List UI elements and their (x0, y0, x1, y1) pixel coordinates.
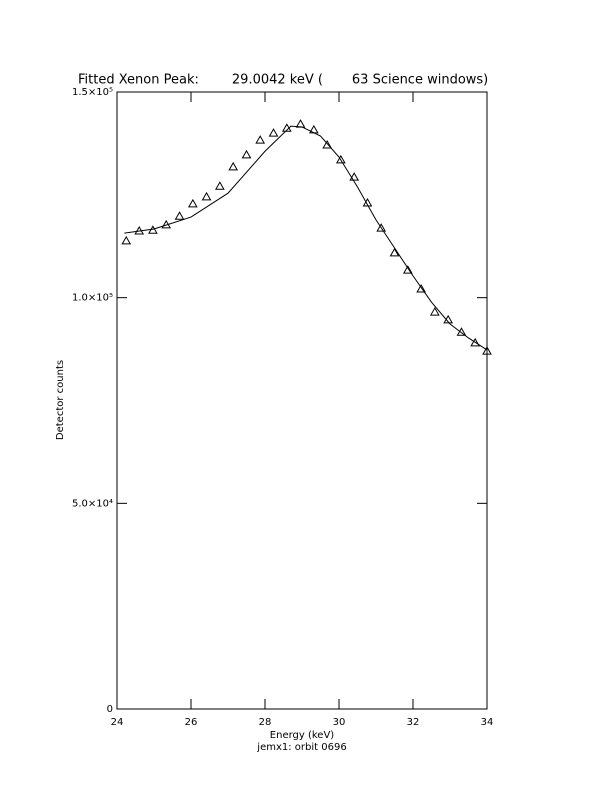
chart-title: Fitted Xenon Peak: 29.0042 keV ( 63 Scie… (78, 73, 488, 88)
data-point (148, 225, 158, 234)
x-tick-label: 28 (259, 717, 272, 728)
data-point (161, 219, 172, 229)
data-point (402, 265, 413, 274)
data-point (187, 198, 198, 208)
x-tick-label: 30 (333, 717, 346, 728)
data-point (308, 124, 319, 134)
data-point (416, 284, 427, 293)
x-tick-label: 26 (185, 717, 198, 728)
data-point (482, 346, 492, 355)
fit-line (124, 125, 488, 351)
data-point (456, 327, 467, 336)
data-point (174, 211, 185, 220)
data-point (295, 119, 306, 128)
x-tick-label: 32 (407, 717, 420, 728)
data-point (134, 226, 145, 235)
plot-frame (116, 91, 488, 710)
data-point (214, 181, 225, 190)
y-tick-label: 1.5×10⁵ (72, 87, 113, 98)
x-tick-label: 24 (111, 717, 124, 728)
x-tick-label: 34 (481, 717, 494, 728)
data-point (362, 198, 373, 207)
data-point (429, 307, 440, 316)
data-point (228, 161, 239, 171)
data-point (268, 128, 279, 137)
subtitle: jemx1: orbit 0696 (256, 742, 346, 753)
y-tick-label: 1.0×10⁵ (72, 293, 113, 304)
data-point (376, 223, 387, 232)
data-point (349, 172, 360, 181)
data-point (201, 191, 212, 201)
y-tick-label: 0 (107, 704, 113, 715)
data-point (335, 154, 346, 164)
data-point (389, 247, 400, 257)
data-point (470, 337, 481, 347)
data-point (255, 135, 266, 144)
data-point (443, 314, 454, 324)
data-point (241, 149, 252, 159)
data-point (281, 123, 292, 132)
x-axis-label: Energy (keV) (270, 730, 335, 741)
y-tick-label: 5.0×10⁴ (72, 498, 113, 509)
data-point (121, 235, 132, 245)
y-axis-label: Detector counts (55, 360, 66, 440)
data-point (322, 140, 333, 149)
